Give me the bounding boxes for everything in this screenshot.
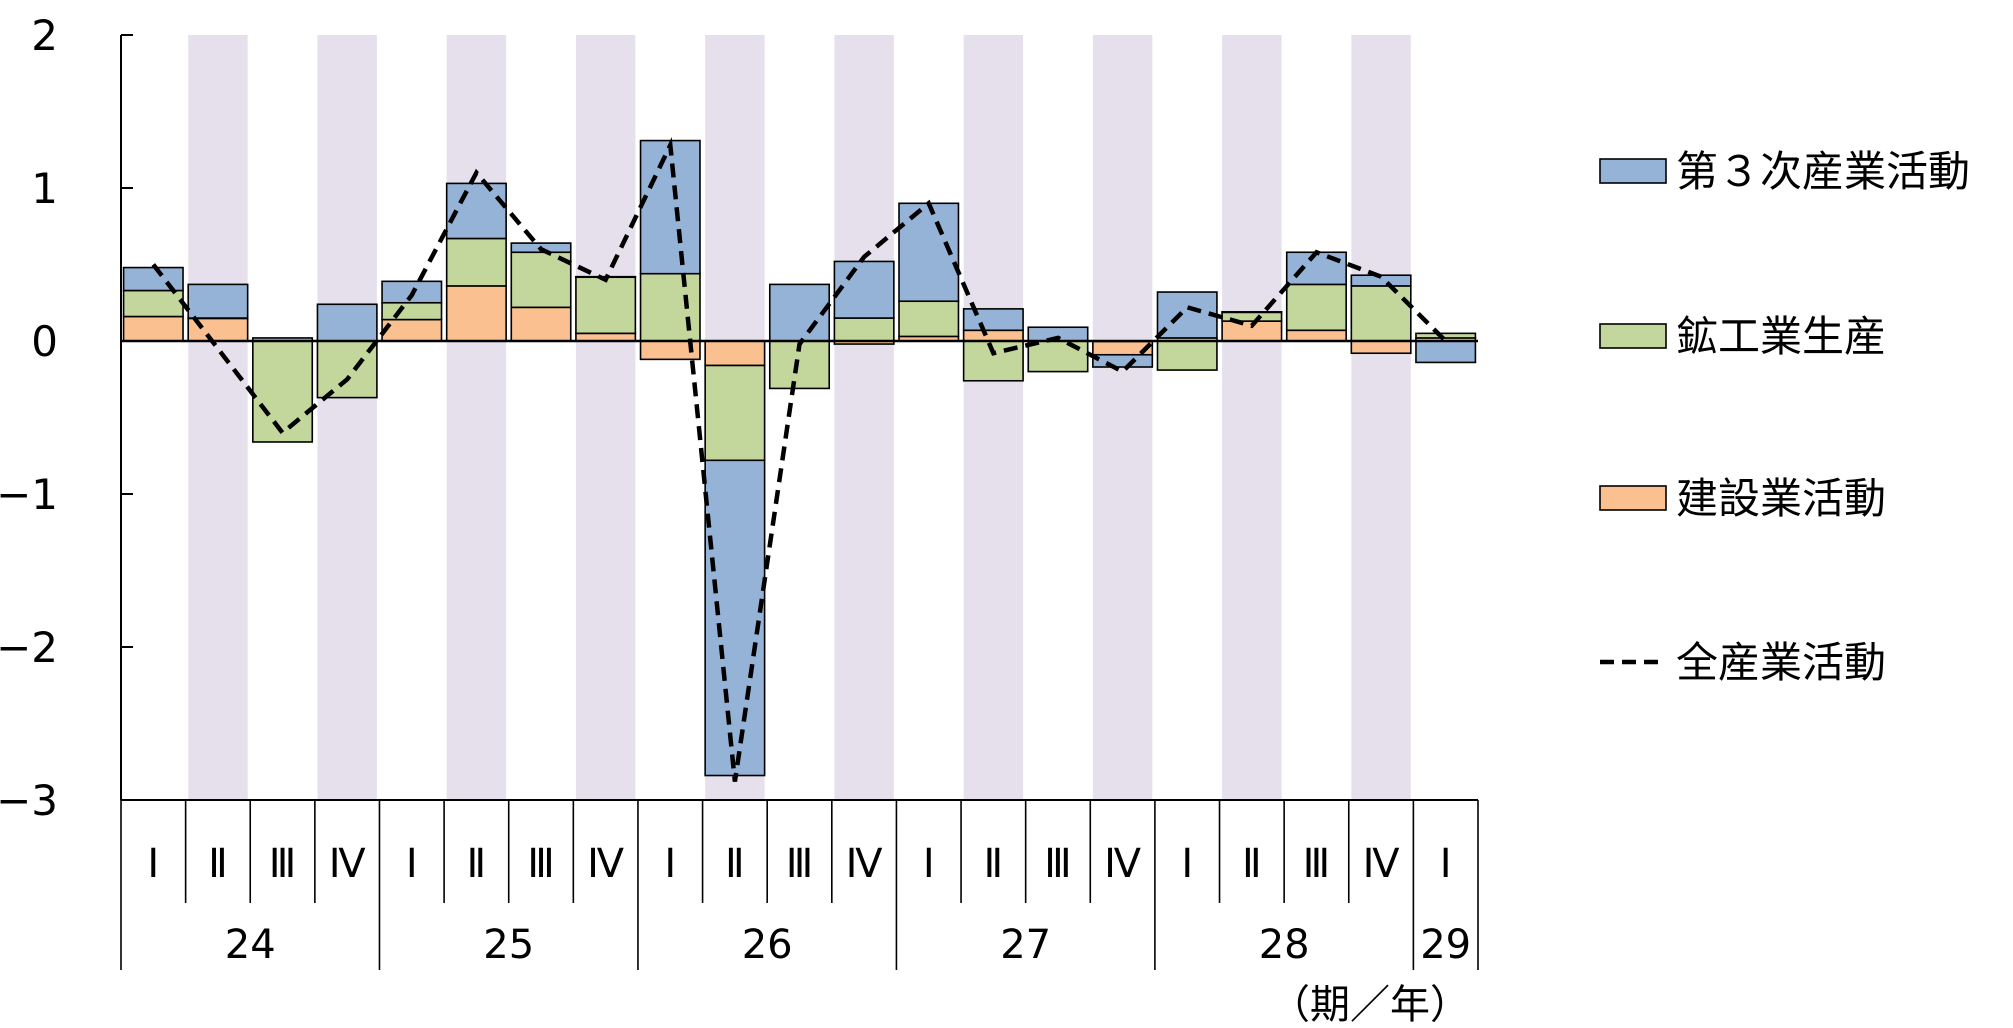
- legend-label-2: 建設業活動: [1676, 474, 1886, 523]
- quarter-label-26-III: Ⅲ: [786, 841, 814, 887]
- line-total: [151, 137, 1448, 782]
- quarter-label-24-IV: Ⅳ: [329, 841, 366, 887]
- bar-27-IV-s2: [1092, 353, 1154, 368]
- bar-26-I-s1: [639, 272, 701, 342]
- legend-label-3: 全産業活動: [1676, 638, 1886, 687]
- shade-band-28-IV: [1351, 35, 1411, 800]
- year-label-27: 27: [1000, 922, 1051, 968]
- bar-28-II-s2: [1221, 311, 1283, 314]
- bar-25-III-s1: [510, 251, 572, 309]
- quarter-label-27-IV: Ⅳ: [1104, 841, 1141, 887]
- year-label-26: 26: [742, 922, 793, 968]
- quarter-label-24-I: Ⅰ: [147, 841, 159, 887]
- bar-27-II-s2: [962, 308, 1024, 332]
- quarter-label-25-I: Ⅰ: [406, 841, 418, 887]
- bar-27-II-s0: [962, 329, 1024, 342]
- bar-28-IV-s0: [1350, 340, 1412, 355]
- bar-28-III-s2: [1285, 251, 1347, 286]
- bar-27-I-s1: [898, 300, 960, 338]
- bar-24-I-s0: [122, 315, 184, 342]
- quarter-label-26-II: Ⅱ: [725, 841, 745, 887]
- bars: [122, 139, 1477, 777]
- bar-26-II-s0: [704, 340, 766, 367]
- y-tick-label-0: 2: [31, 11, 58, 60]
- shade-band-27-IV: [1092, 35, 1153, 800]
- y-tick-label-3: −1: [0, 470, 58, 519]
- y-tick-label-5: −3: [0, 776, 58, 825]
- quarter-label-24-III: Ⅲ: [269, 841, 297, 887]
- bar-26-II-s2: [704, 459, 766, 777]
- bar-26-IV-s1: [833, 317, 895, 342]
- bar-25-IV-s1: [575, 275, 637, 335]
- bar-28-I-s2: [1156, 291, 1218, 339]
- shade-band-24-II: [188, 35, 248, 800]
- legend-swatch-0: [1599, 158, 1667, 184]
- bar-29-I-s1: [1415, 332, 1477, 339]
- bar-24-III-s1: [252, 340, 314, 443]
- bar-28-III-s1: [1285, 283, 1347, 332]
- quarter-label-27-III: Ⅲ: [1044, 841, 1072, 887]
- quarter-label-26-IV: Ⅳ: [846, 841, 883, 887]
- quarter-label-28-I: Ⅰ: [1181, 841, 1193, 887]
- bar-26-IV-s2: [833, 260, 895, 319]
- quarter-label-27-II: Ⅱ: [984, 841, 1004, 887]
- quarter-label-25-IV: Ⅳ: [587, 841, 624, 887]
- x-axis-unit-label: （期／年）: [1270, 982, 1470, 1028]
- bar-26-III-s2: [768, 283, 831, 342]
- x-axis: Ⅰ Ⅱ Ⅲ Ⅳ Ⅰ Ⅱ Ⅲ Ⅳ Ⅰ Ⅱ Ⅲ Ⅳ Ⅰ Ⅱ Ⅲ Ⅳ Ⅰ Ⅱ Ⅲ Ⅳ Ⅰ24 25 26 27 28 29: [120, 799, 1479, 970]
- shade-band-25-II: [446, 35, 507, 800]
- bar-28-III-s0: [1285, 329, 1347, 342]
- bar-25-I-s1: [381, 301, 443, 321]
- bar-24-IV-s2: [316, 303, 378, 342]
- shade-band-25-IV: [575, 35, 636, 800]
- shade-band-26-IV: [834, 35, 894, 800]
- y-tick-label-1: 1: [31, 164, 58, 213]
- year-label-29: 29: [1420, 922, 1471, 968]
- legend-swatch-1: [1599, 323, 1667, 349]
- bar-25-II-s1: [445, 237, 507, 287]
- legend-label-1: 鉱工業生産: [1676, 312, 1886, 361]
- y-tick-label-4: −2: [0, 623, 58, 672]
- year-label-24: 24: [225, 922, 276, 968]
- bar-28-I-s1: [1156, 340, 1218, 371]
- bar-25-II-s0: [445, 285, 507, 342]
- total-line: [151, 137, 1448, 782]
- bar-28-IV-s1: [1350, 285, 1412, 342]
- bar-24-II-s2: [187, 283, 249, 319]
- shade-band-24-IV: [317, 35, 377, 800]
- quarter-label-27-I: Ⅰ: [923, 841, 935, 887]
- bar-26-I-s2: [639, 139, 701, 275]
- legend-swatch-2: [1599, 485, 1667, 511]
- bar-27-III-s1: [1027, 340, 1089, 373]
- bar-29-I-s2: [1415, 340, 1477, 364]
- year-label-25: 25: [483, 922, 534, 968]
- axes: 2 1 0 −1 −2 −3: [0, 11, 133, 825]
- shade-band-28-II: [1222, 35, 1282, 800]
- bar-24-I-s2: [122, 266, 184, 292]
- quarter-label-28-II: Ⅱ: [1242, 841, 1262, 887]
- year-label-28: 28: [1259, 922, 1310, 968]
- y-tick-label-2: 0: [31, 317, 58, 366]
- bar-25-I-s0: [381, 318, 443, 342]
- quarter-label-26-I: Ⅰ: [664, 841, 676, 887]
- bar-25-III-s0: [510, 306, 572, 342]
- quarter-label-24-II: Ⅱ: [208, 841, 228, 887]
- bar-24-I-s1: [122, 289, 184, 318]
- bar-26-II-s1: [704, 364, 766, 462]
- shade-band-27-II: [963, 35, 1024, 800]
- shading-bands: [188, 35, 1411, 800]
- quarter-label-25-III: Ⅲ: [527, 841, 555, 887]
- quarter-label-28-IV: Ⅳ: [1363, 841, 1400, 887]
- legend-label-0: 第３次産業活動: [1676, 147, 1970, 196]
- quarter-label-28-III: Ⅲ: [1303, 841, 1331, 887]
- quarter-label-29-I: Ⅰ: [1440, 841, 1452, 887]
- quarter-label-25-II: Ⅱ: [467, 841, 487, 887]
